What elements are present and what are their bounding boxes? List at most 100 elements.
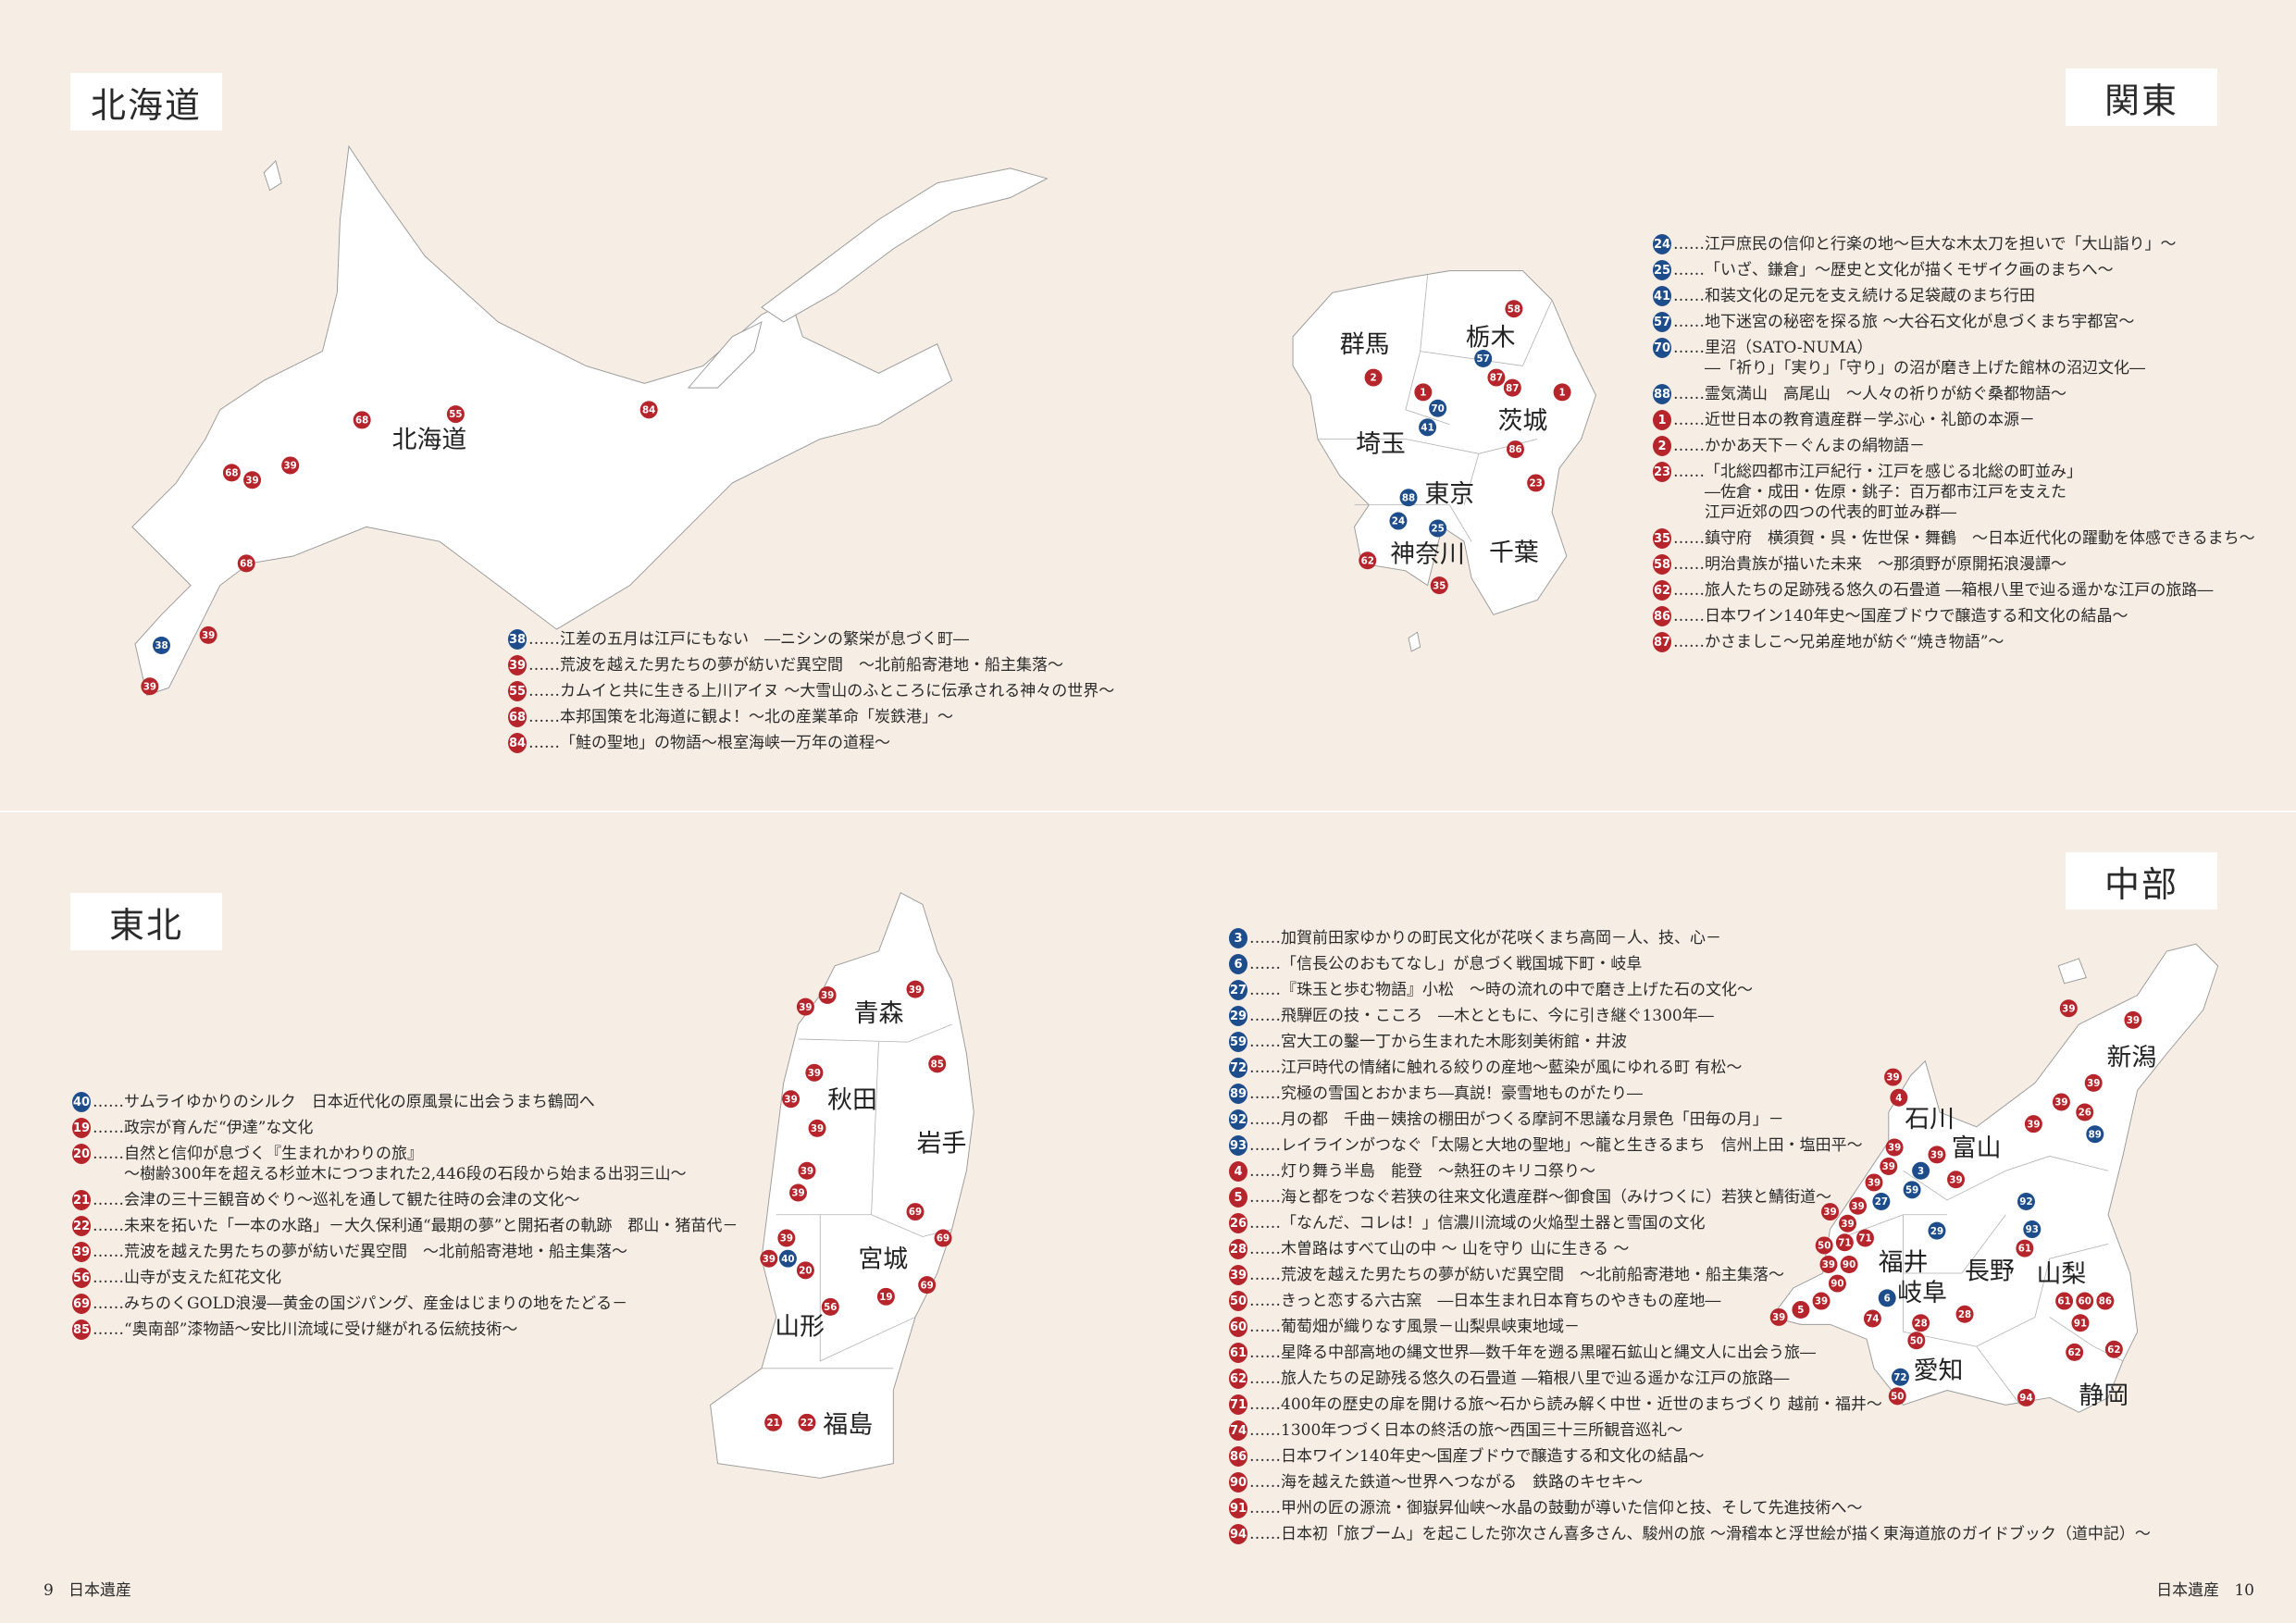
marker-dot xyxy=(281,456,300,475)
marker-dot xyxy=(1888,1387,1906,1406)
marker-dot xyxy=(798,1413,816,1431)
map-marker: 39 xyxy=(782,1090,800,1109)
heritage-title: ……明治貴族が描いた未来 ～那須野が原開拓浪漫譚～ xyxy=(1673,555,2066,574)
map-marker: 62 xyxy=(2066,1343,2084,1361)
marker-number: 39 xyxy=(799,1002,812,1013)
map-marker: 94 xyxy=(2017,1388,2035,1406)
number-badge: 62 xyxy=(1653,580,1671,601)
marker-dot xyxy=(1849,1196,1868,1215)
number-badge: 71 xyxy=(1229,1394,1247,1415)
map-marker: 39 xyxy=(1819,1256,1838,1273)
map-marker: 39 xyxy=(1821,1203,1840,1221)
heritage-title: ……政宗が育んだ“伊達”な文化 xyxy=(93,1119,314,1137)
list-item: 25 ……「いざ、鎌倉」～歴史と文化が描くモザイク画のまちへ～ xyxy=(1653,260,2255,280)
marker-number: 84 xyxy=(642,404,655,415)
map-marker: 71 xyxy=(1835,1233,1854,1252)
region-title-tohoku: 東北 xyxy=(70,893,222,950)
map-marker: 56 xyxy=(821,1297,839,1316)
number-badge: 27 xyxy=(1229,980,1247,1000)
marker-number: 61 xyxy=(2057,1296,2070,1307)
island xyxy=(761,167,1049,323)
map-marker: 39 xyxy=(906,980,925,998)
marker-number: 39 xyxy=(284,461,297,472)
marker-dot xyxy=(2076,1103,2094,1121)
heritage-title: ……“奥南部”漆物語～安比川流域に受け継がれる伝統技術～ xyxy=(93,1320,518,1339)
map-marker: 84 xyxy=(639,401,658,419)
list-item: 58 ……明治貴族が描いた未来 ～那須野が原開拓浪漫譚～ xyxy=(1653,554,2255,575)
marker-number: 60 xyxy=(2079,1296,2091,1307)
number-badge: 4 xyxy=(1229,1161,1247,1182)
heritage-title: ……海を越えた鉄道～世界へつながる 鉄路のキセキ～ xyxy=(1249,1473,1643,1492)
map-marker: 1 xyxy=(1553,383,1571,402)
map-marker: 50 xyxy=(1907,1332,1926,1350)
map-marker: 39 xyxy=(777,1229,796,1247)
number-badge: 35 xyxy=(1653,528,1671,549)
marker-number: 1 xyxy=(1559,388,1566,399)
heritage-title: ……かかあ天下－ぐんまの絹物語－ xyxy=(1673,437,1925,455)
page-number-left: 9 xyxy=(43,1581,54,1600)
heritage-title: ……「鮭の聖地」の物語～根室海峡一万年の道程～ xyxy=(528,734,890,752)
marker-dot xyxy=(2059,999,2078,1018)
marker-number: 87 xyxy=(1506,383,1519,394)
map-marker: 39 xyxy=(1885,1138,1904,1157)
marker-number: 39 xyxy=(791,1188,804,1199)
marker-number: 39 xyxy=(2027,1119,2040,1130)
map-marker: 58 xyxy=(1505,300,1523,318)
region-title-chubu: 中部 xyxy=(2066,852,2217,910)
marker-dot xyxy=(141,677,159,696)
marker-number: 56 xyxy=(824,1302,837,1313)
marker-number: 39 xyxy=(143,681,156,692)
heritage-title: ……「北総四都市江戸紀行・江戸を感じる北総の町並み」 ―佐倉・成田・佐原・銚子：… xyxy=(1673,463,2082,522)
island xyxy=(687,321,763,389)
map-marker: 39 xyxy=(2084,1073,2103,1092)
number-badge: 60 xyxy=(1229,1317,1247,1337)
marker-number: 69 xyxy=(937,1233,949,1245)
map-marker: 39 xyxy=(243,471,262,489)
number-badge: 3 xyxy=(1229,928,1247,948)
marker-number: 58 xyxy=(1508,304,1520,315)
marker-number: 5 xyxy=(1797,1305,1804,1316)
prefecture-label: 北海道 xyxy=(392,426,467,454)
map-marker: 39 xyxy=(2024,1115,2042,1134)
number-badge: 85 xyxy=(72,1319,91,1340)
prefecture-label: 長野 xyxy=(1965,1257,2015,1285)
marker-number: 39 xyxy=(1888,1143,1901,1154)
heritage-title: ……本邦国策を北海道に観よ！～北の産業革命「炭鉄港」～ xyxy=(528,708,953,726)
map-marker: 24 xyxy=(1389,512,1408,530)
number-badge: 23 xyxy=(1653,462,1671,482)
map-marker: 39 xyxy=(2052,1093,2070,1111)
prefecture-label: 愛知 xyxy=(1914,1357,1964,1385)
marker-number: 21 xyxy=(766,1418,779,1429)
list-item: 86 ……日本ワイン140年史～国産ブドウで醸造する和文化の結晶～ xyxy=(1653,606,2255,626)
marker-number: 39 xyxy=(800,1166,813,1177)
marker-dot xyxy=(1828,1274,1846,1293)
list-item: 94 ……日本初「旅ブーム」を起こした弥次さん喜多さん、駿州の旅 ～滑稽本と浮世絵… xyxy=(1229,1524,2151,1544)
map-marker: 38 xyxy=(153,636,170,654)
number-badge: 86 xyxy=(1229,1446,1247,1467)
list-item: 57 ……地下迷宮の秘密を探る旅 ～大谷石文化が息づくまち宇都宮～ xyxy=(1653,312,2255,332)
heritage-title: ……日本初「旅ブーム」を起こした弥次さん喜多さん、駿州の旅 ～滑稽本と浮世絵が描… xyxy=(1249,1525,2151,1543)
number-badge: 74 xyxy=(1229,1420,1247,1441)
number-badge: 87 xyxy=(1653,632,1671,652)
heritage-title: ……灯り舞う半島 能登 ～熱狂のキリコ祭り～ xyxy=(1249,1162,1595,1181)
marker-number: 39 xyxy=(1822,1259,1835,1270)
map-marker: 28 xyxy=(1912,1314,1930,1332)
number-badge: 56 xyxy=(72,1268,91,1288)
marker-number: 87 xyxy=(1490,373,1503,384)
number-badge: 94 xyxy=(1229,1524,1247,1544)
marker-number: 39 xyxy=(1841,1219,1854,1230)
number-badge: 26 xyxy=(1229,1213,1247,1233)
prefecture-label: 新潟 xyxy=(2106,1043,2156,1072)
marker-dot xyxy=(796,997,814,1016)
number-badge: 62 xyxy=(1229,1369,1247,1389)
list-item: 41 ……和装文化の足元を支え続ける足袋蔵のまち行田 xyxy=(1653,286,2255,306)
kanto-landmass xyxy=(1292,270,1596,615)
list-item: 20 ……自然と信仰が息づく『生まれかわりの旅』 ～樹齢300年を超える杉並木につ… xyxy=(72,1144,738,1184)
map-marker: 20 xyxy=(796,1261,814,1280)
marker-number: 55 xyxy=(449,409,462,420)
list-item: 50 ……きっと恋する六古窯 ―日本生まれ日本育ちのやきもの産地― xyxy=(1229,1291,2151,1311)
marker-dot xyxy=(1928,1146,1946,1164)
marker-dot xyxy=(1389,512,1408,530)
marker-number: 50 xyxy=(1910,1335,1923,1346)
marker-dot xyxy=(2017,1193,2035,1210)
